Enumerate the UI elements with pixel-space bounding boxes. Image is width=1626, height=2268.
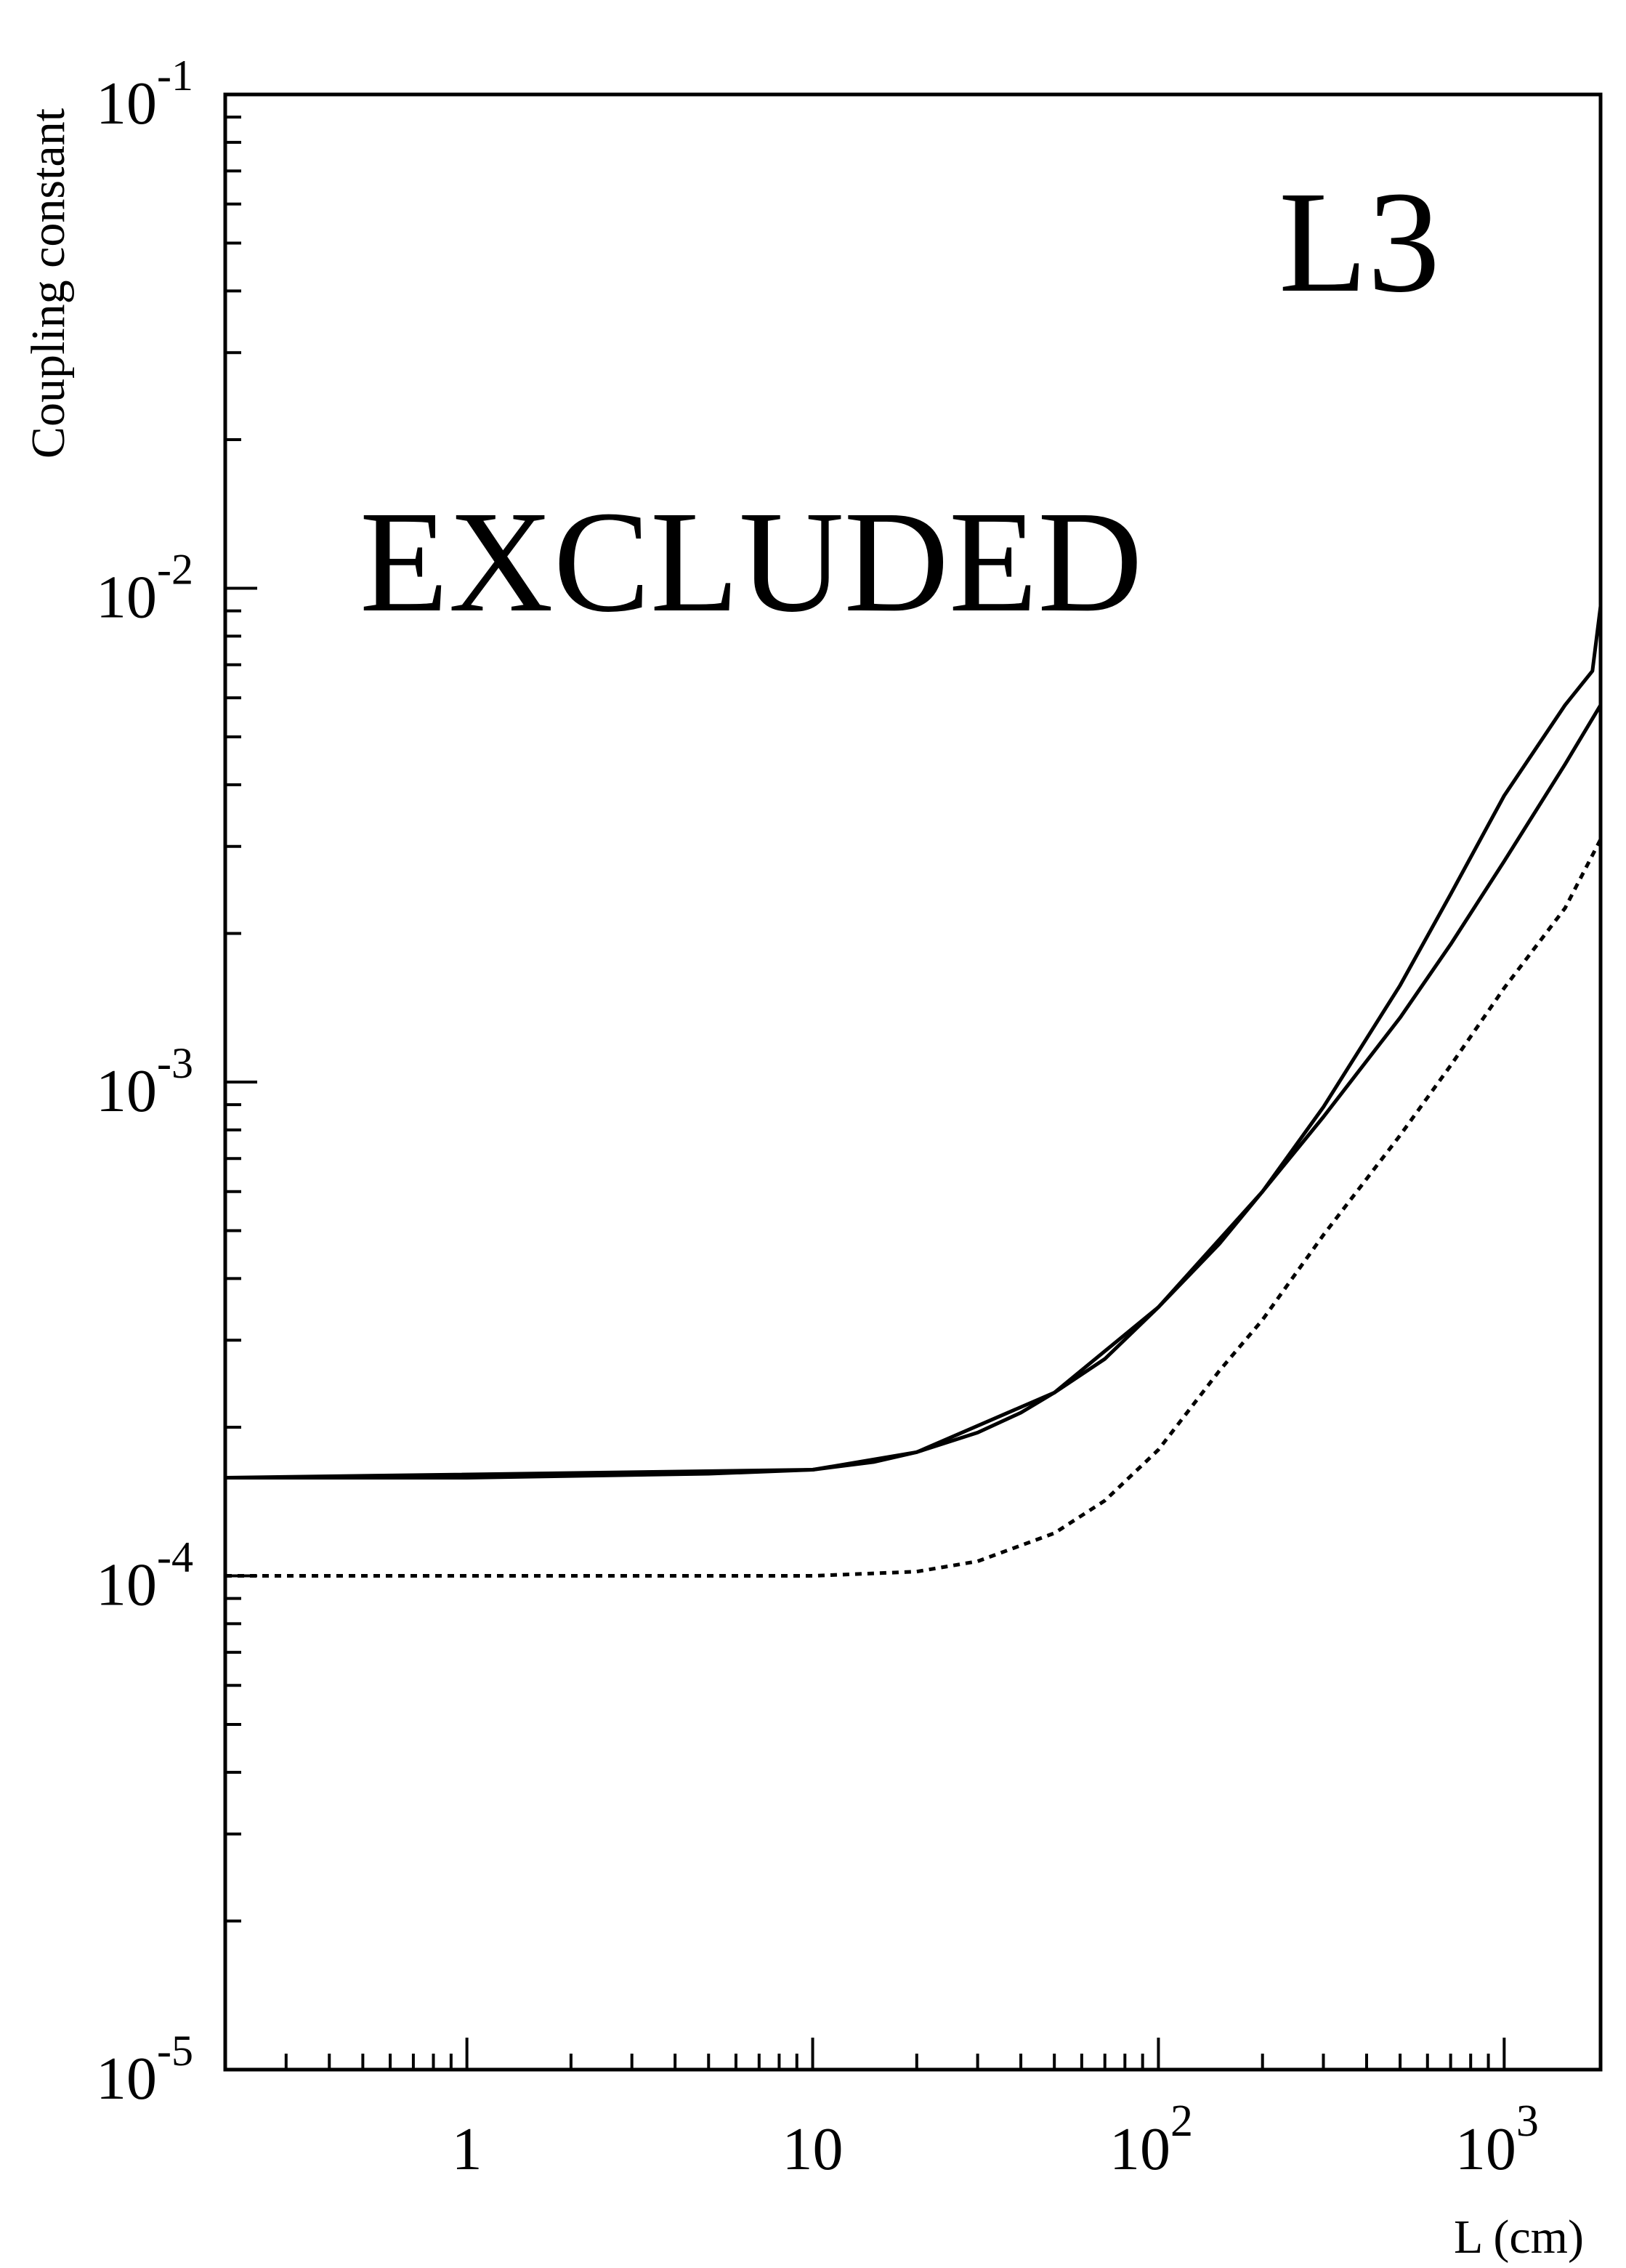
major-ticks [225, 93, 1506, 2071]
series-line-2 [223, 604, 1603, 1480]
annotation-l3: L3 [1279, 162, 1440, 323]
series-layer [223, 604, 1603, 1578]
axes [223, 92, 1603, 2072]
x-tick-label: 102 [1109, 2097, 1193, 2183]
minor-ticks [224, 116, 1490, 2070]
x-tick-label: 1 [452, 2115, 482, 2183]
y-tick-label: 10-2 [96, 545, 193, 631]
y-tick-label: 10-5 [96, 2027, 193, 2112]
plot-frame [223, 92, 1603, 2072]
series-line-1 [223, 703, 1603, 1480]
x-tick-labels: 1 10 102 103 [452, 2097, 1539, 2183]
x-tick-label: 103 [1455, 2097, 1539, 2183]
annotation-excluded: EXCLUDED [360, 482, 1143, 642]
series-line-3 [225, 838, 1603, 1578]
y-tick-label: 10-1 [96, 52, 193, 137]
y-axis-label: Coupling constant [22, 108, 75, 459]
y-tick-label: 10-3 [96, 1039, 193, 1125]
y-tick-labels: 10-1 10-2 10-3 10-4 10-5 [96, 52, 193, 2112]
y-tick-label: 10-4 [96, 1533, 193, 1618]
x-axis-label: L (cm) [1454, 2211, 1584, 2264]
x-tick-label: 10 [782, 2115, 844, 2183]
